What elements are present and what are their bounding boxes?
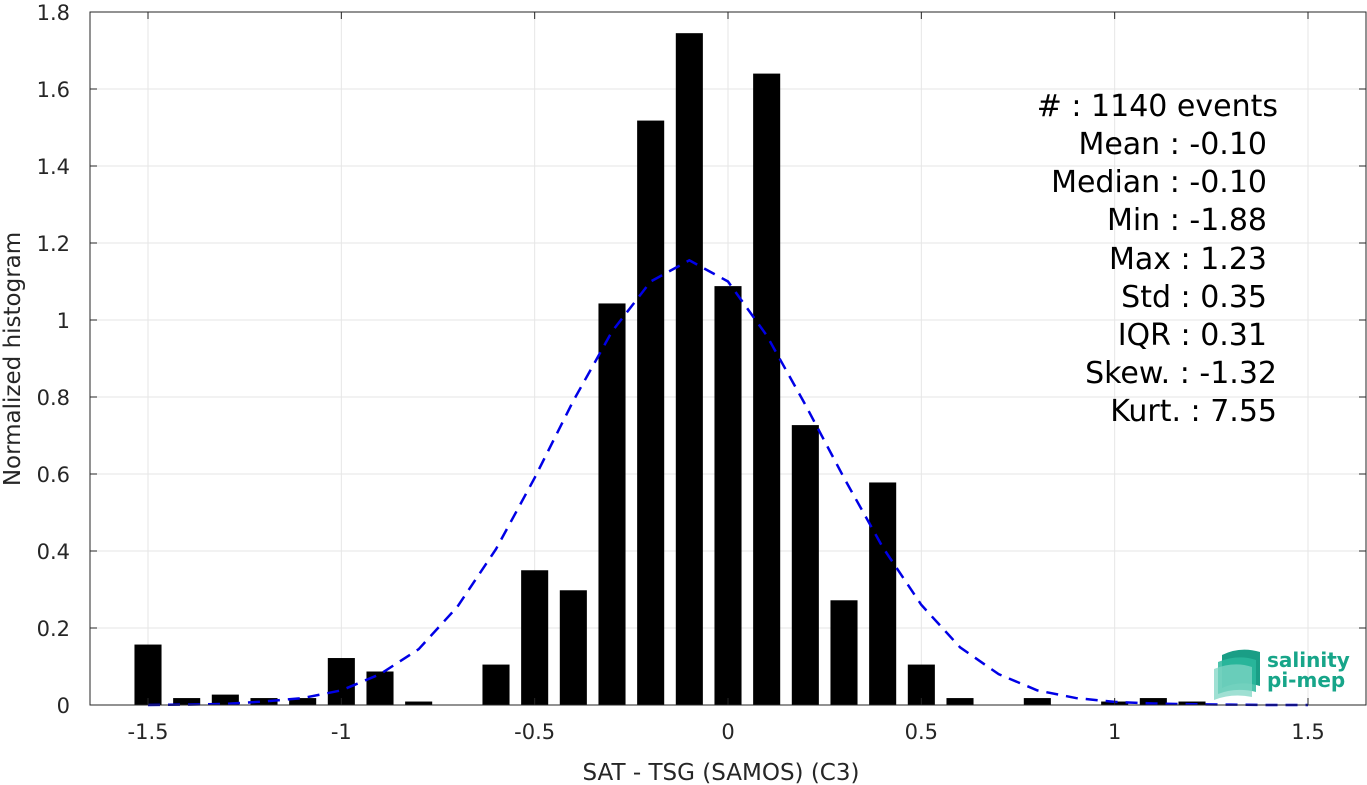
x-tick-label: 0 bbox=[721, 720, 734, 744]
histogram-bar bbox=[1139, 698, 1167, 705]
stats-kurt: Kurt. : 7.55 bbox=[1110, 394, 1277, 429]
histogram-bar bbox=[250, 698, 278, 705]
histogram-bar bbox=[791, 425, 819, 705]
histogram-bar bbox=[405, 701, 433, 705]
histogram-bar bbox=[211, 694, 239, 705]
stats-skew: Skew. : -1.32 bbox=[1085, 356, 1277, 391]
x-tick-label: -1.5 bbox=[128, 720, 169, 744]
ticks-layer: -1.5 -1 -0.5 0 0.5 1 1.5 0 0.2 0.4 0.6 0.8 1 1.2 1.4 1.… bbox=[37, 1, 1366, 744]
histogram-bar bbox=[714, 286, 742, 705]
histogram-bar bbox=[482, 664, 510, 705]
y-tick-label: 0.2 bbox=[37, 617, 70, 641]
stats-events: # : 1140 events bbox=[1037, 89, 1278, 124]
histogram-bar bbox=[559, 590, 587, 705]
histogram-bar bbox=[830, 600, 858, 705]
stats-max: Max : 1.23 bbox=[1109, 242, 1267, 277]
y-tick-label: 1.2 bbox=[37, 232, 70, 256]
y-tick-label: 1.4 bbox=[37, 155, 70, 179]
histogram-bar bbox=[134, 644, 162, 705]
x-tick-label: 1.5 bbox=[1291, 720, 1324, 744]
histogram-bar bbox=[869, 482, 897, 705]
histogram-bar bbox=[327, 658, 355, 705]
histogram-bar bbox=[1023, 698, 1051, 705]
logo-icon bbox=[1214, 649, 1260, 700]
bars-layer bbox=[134, 33, 1206, 706]
stats-mean: Mean : -0.10 bbox=[1078, 127, 1267, 162]
histogram-bar bbox=[289, 698, 317, 705]
x-tick-label: 1 bbox=[1108, 720, 1121, 744]
y-tick-label: 1.6 bbox=[37, 78, 70, 102]
y-tick-label: 1 bbox=[57, 309, 70, 333]
stats-min: Min : -1.88 bbox=[1107, 203, 1267, 238]
x-tick-label: -1 bbox=[331, 720, 352, 744]
histogram-bar bbox=[675, 33, 703, 706]
stats-annotation: # : 1140 events Mean : -0.10 Median : -0… bbox=[1037, 89, 1278, 429]
logo-text-pi-mep: pi-mep bbox=[1267, 668, 1345, 692]
stats-std: Std : 0.35 bbox=[1121, 280, 1267, 315]
histogram-bar bbox=[753, 73, 781, 706]
y-tick-label: 0.8 bbox=[37, 386, 70, 410]
histogram-bar bbox=[173, 698, 201, 705]
y-tick-label: 1.8 bbox=[37, 1, 70, 25]
y-tick-label: 0.6 bbox=[37, 463, 70, 487]
histogram-bar bbox=[521, 570, 549, 705]
stats-iqr: IQR : 0.31 bbox=[1118, 318, 1267, 353]
stats-median: Median : -0.10 bbox=[1051, 165, 1267, 200]
logo-text-salinity: salinity bbox=[1267, 648, 1350, 672]
y-axis-title: Normalized histogram bbox=[0, 232, 26, 486]
salinity-pi-mep-logo: salinity pi-mep bbox=[1214, 648, 1350, 700]
x-tick-label: 0.5 bbox=[905, 720, 938, 744]
y-tick-label: 0.4 bbox=[37, 540, 70, 564]
x-tick-label: -0.5 bbox=[514, 720, 555, 744]
histogram-bar bbox=[366, 671, 394, 705]
histogram-bar bbox=[637, 120, 665, 705]
histogram-bar bbox=[598, 303, 626, 705]
histogram-bar bbox=[946, 698, 974, 705]
x-axis-title: SAT - TSG (SAMOS) (C3) bbox=[583, 760, 860, 785]
y-tick-label: 0 bbox=[57, 694, 70, 718]
